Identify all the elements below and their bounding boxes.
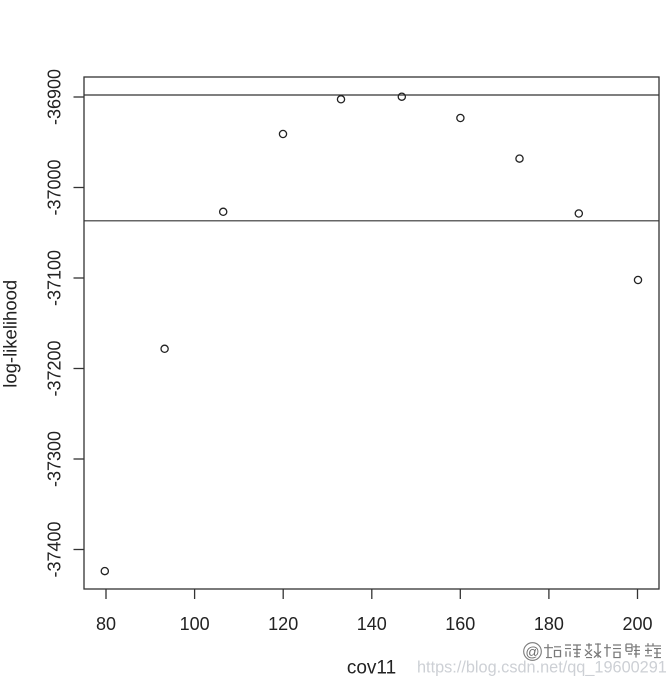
- svg-text:-37400: -37400: [45, 521, 65, 577]
- svg-text:160: 160: [445, 614, 475, 634]
- svg-text:180: 180: [534, 614, 564, 634]
- svg-text:-37200: -37200: [45, 340, 65, 396]
- svg-text:cov11: cov11: [347, 658, 396, 679]
- svg-text:log-likelihood: log-likelihood: [0, 280, 21, 388]
- svg-text:-36900: -36900: [45, 69, 65, 125]
- svg-text:200: 200: [622, 614, 652, 634]
- svg-text:https://blog.csdn.net/qq_19600: https://blog.csdn.net/qq_19600291: [417, 659, 667, 677]
- svg-text:-37300: -37300: [45, 431, 65, 487]
- svg-text:@: @: [525, 644, 539, 660]
- svg-text:80: 80: [96, 614, 116, 634]
- svg-text:-37000: -37000: [45, 159, 65, 215]
- svg-text:100: 100: [180, 614, 210, 634]
- svg-text:120: 120: [268, 614, 298, 634]
- svg-text:-37100: -37100: [45, 250, 65, 306]
- svg-text:140: 140: [357, 614, 387, 634]
